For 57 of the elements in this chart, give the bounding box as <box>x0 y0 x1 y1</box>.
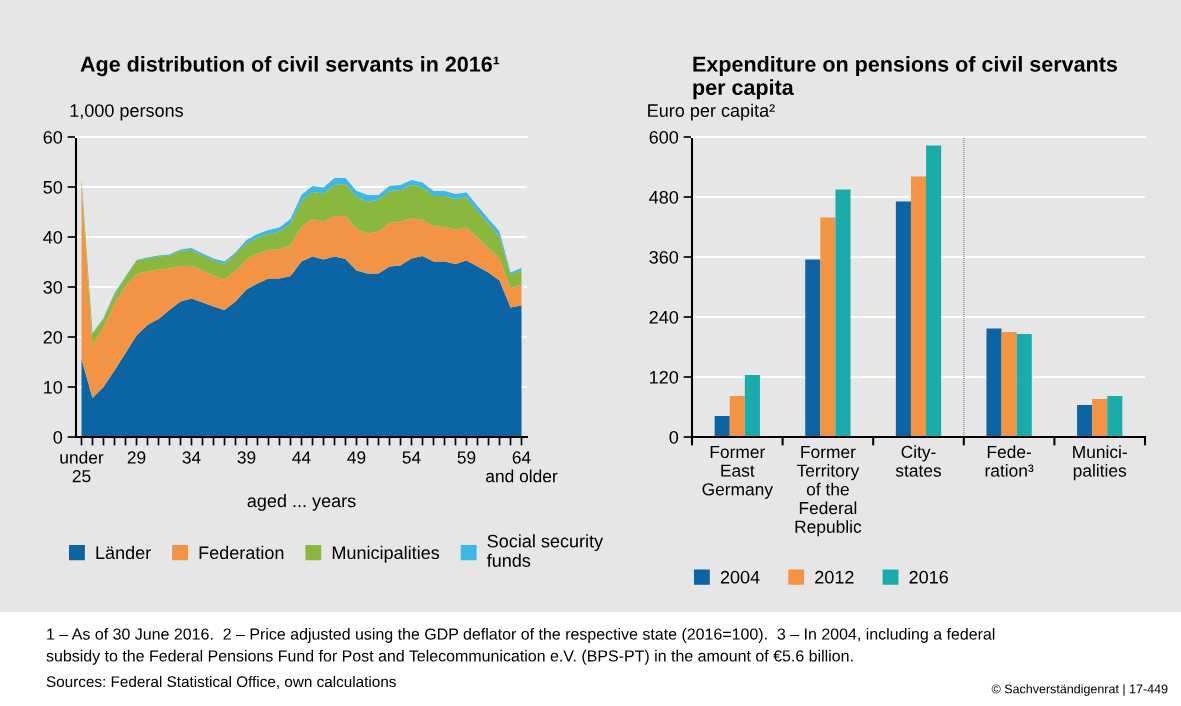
bar <box>1016 334 1032 437</box>
legend-label: Federation <box>199 545 284 560</box>
legend-label: 2016 <box>909 570 948 584</box>
text: © Sachverständigenrat | 17-449 <box>991 684 1168 696</box>
y-tick-label: 40 <box>43 230 63 244</box>
bar <box>926 145 942 437</box>
y-tick-label: 0 <box>669 430 679 444</box>
y-tick-label: 0 <box>53 430 63 444</box>
legend-label: Municipalities <box>332 545 440 563</box>
y-tick-label: 50 <box>43 180 63 194</box>
x-tick-label: 29 <box>127 451 146 464</box>
y-tick-label: 30 <box>43 280 63 294</box>
x-axis-title: aged ... years <box>247 494 356 511</box>
y-tick-label: 360 <box>649 250 679 264</box>
bar <box>820 217 836 437</box>
bar <box>910 176 927 437</box>
y-axis-title: Euro per capita² <box>648 103 775 121</box>
y-tick-label: 480 <box>649 190 679 204</box>
x-tick-label: 39 <box>237 451 256 464</box>
x-tick-label: 34 <box>182 451 201 464</box>
y-tick-label: 120 <box>650 370 679 384</box>
bar <box>744 375 760 437</box>
y-tick-label: 60 <box>43 130 63 144</box>
bar <box>1077 405 1093 437</box>
bar <box>1001 332 1017 437</box>
y-axis-title: 1,000 persons <box>70 104 184 121</box>
bar <box>805 259 821 437</box>
y-tick-label: 240 <box>649 310 679 324</box>
legend-label: Länder <box>96 545 151 560</box>
x-tick-label: Former Territory of the Federal Republic <box>795 445 862 537</box>
x-tick-label: under 25 <box>60 450 104 483</box>
x-tick-label: 59 <box>457 451 476 464</box>
x-tick-label: 49 <box>347 451 366 464</box>
bar <box>714 416 730 437</box>
x-tick-label: 54 <box>402 451 421 464</box>
x-tick-label: Fede- ration³ <box>985 445 1034 477</box>
legend-label: Social security funds <box>486 534 604 567</box>
source-note: Sources: Federal Statistical Office, own calculations <box>46 675 396 689</box>
x-tick-label: Former East Germany <box>702 445 773 499</box>
chart-title: Age distribution of civil servants in 2016¹ <box>80 56 500 77</box>
legend-label: 2012 <box>815 570 854 584</box>
bar <box>729 396 745 437</box>
x-tick-label: Munici- palities <box>1073 445 1127 481</box>
bar <box>895 201 911 437</box>
legend-label: 2004 <box>720 570 760 584</box>
bar <box>1092 399 1108 437</box>
x-tick-label: City- states <box>895 445 942 477</box>
bar <box>1107 396 1123 437</box>
x-tick-label: 44 <box>292 451 311 464</box>
bar <box>835 189 851 437</box>
y-tick-label: 600 <box>649 130 679 144</box>
y-tick-label: 10 <box>44 380 63 394</box>
bar <box>986 328 1002 437</box>
x-tick-label: 64 and older <box>486 451 558 483</box>
y-tick-label: 20 <box>43 330 63 344</box>
text: 1 – As of 30 June 2016. 2 – Price adjusted using the GDP deflator of the respective state (2016=100). 3 – In 2004, including a federal subsidy to the Federal Pensions Fund for Post and Telecommunication e.V. (BPS-PT) in the amount of €5.6 billion. <box>46 628 995 665</box>
chart-title: Expenditure on pensions of civil servants per capita <box>693 56 1117 100</box>
